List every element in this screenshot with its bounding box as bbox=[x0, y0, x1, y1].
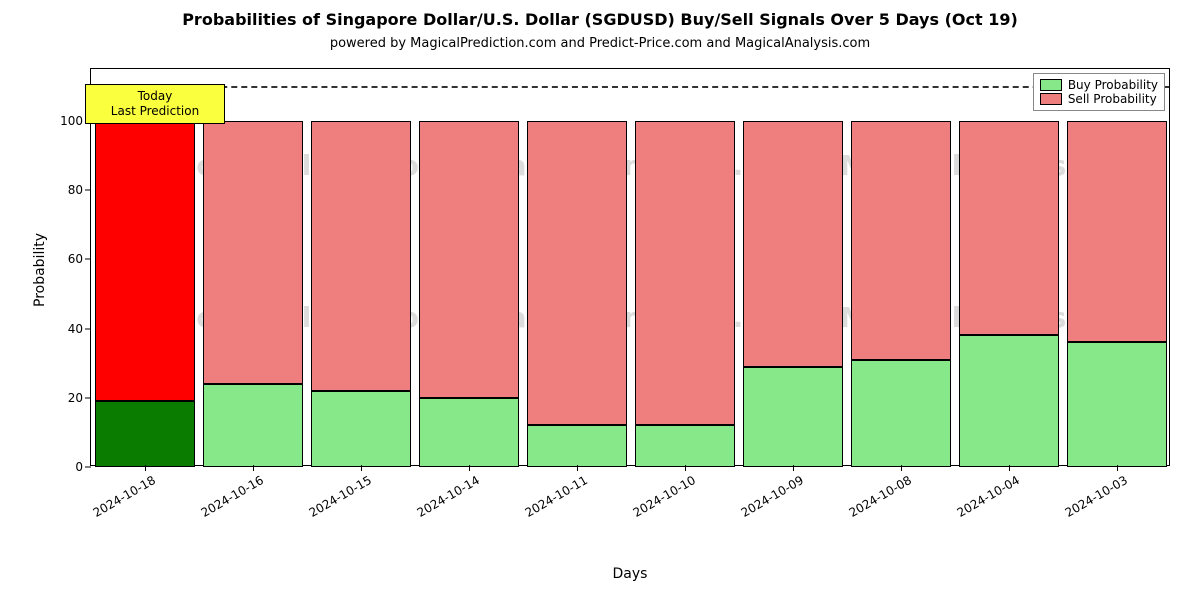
today-label-line2: Last Prediction bbox=[88, 104, 222, 119]
bar-sell bbox=[959, 121, 1058, 336]
figure: Probabilities of Singapore Dollar/U.S. D… bbox=[0, 0, 1200, 600]
y-tick-mark bbox=[85, 190, 91, 191]
bar-sell bbox=[95, 121, 194, 401]
x-tick-mark bbox=[901, 465, 902, 471]
bar-buy bbox=[95, 401, 194, 467]
y-tick-mark bbox=[85, 259, 91, 260]
plot-area: MagicalAnalysis.comMagicalAnalysis.comMa… bbox=[90, 68, 1170, 466]
y-tick-mark bbox=[85, 328, 91, 329]
x-tick-mark bbox=[253, 465, 254, 471]
bar-sell bbox=[419, 121, 518, 398]
y-axis-label: Probability bbox=[32, 233, 48, 307]
bar-sell bbox=[851, 121, 950, 360]
bar-buy bbox=[527, 425, 626, 467]
x-tick-mark bbox=[469, 465, 470, 471]
x-tick-label: 2024-10-04 bbox=[955, 473, 1022, 520]
y-tick-label: 40 bbox=[68, 322, 83, 336]
x-tick-mark bbox=[1117, 465, 1118, 471]
x-tick-label: 2024-10-16 bbox=[199, 473, 266, 520]
legend-sell-label: Sell Probability bbox=[1068, 92, 1157, 106]
bar-sell bbox=[635, 121, 734, 426]
legend-sell-swatch bbox=[1040, 93, 1062, 105]
bar-sell bbox=[527, 121, 626, 426]
y-tick-mark bbox=[85, 467, 91, 468]
today-label-line1: Today bbox=[88, 89, 222, 104]
bar-sell bbox=[311, 121, 410, 391]
x-tick-label: 2024-10-11 bbox=[523, 473, 590, 520]
bar-buy bbox=[203, 384, 302, 467]
bar-buy bbox=[851, 360, 950, 467]
x-tick-mark bbox=[361, 465, 362, 471]
legend-buy-label: Buy Probability bbox=[1068, 78, 1158, 92]
bar-buy bbox=[635, 425, 734, 467]
y-tick-label: 100 bbox=[60, 114, 83, 128]
x-tick-label: 2024-10-03 bbox=[1063, 473, 1130, 520]
x-axis-label: Days bbox=[90, 566, 1170, 582]
x-tick-label: 2024-10-08 bbox=[847, 473, 914, 520]
legend-sell: Sell Probability bbox=[1040, 92, 1158, 106]
x-tick-label: 2024-10-10 bbox=[631, 473, 698, 520]
x-tick-mark bbox=[577, 465, 578, 471]
today-label: TodayLast Prediction bbox=[85, 84, 225, 124]
bar-buy bbox=[311, 391, 410, 467]
x-tick-mark bbox=[1009, 465, 1010, 471]
legend: Buy ProbabilitySell Probability bbox=[1033, 73, 1165, 111]
bar-buy bbox=[419, 398, 518, 467]
x-tick-label: 2024-10-18 bbox=[91, 473, 158, 520]
bar-buy bbox=[959, 335, 1058, 467]
x-tick-mark bbox=[685, 465, 686, 471]
x-tick-mark bbox=[793, 465, 794, 471]
x-tick-label: 2024-10-15 bbox=[307, 473, 374, 520]
bar-sell bbox=[203, 121, 302, 384]
chart-subtitle: powered by MagicalPrediction.com and Pre… bbox=[0, 36, 1200, 51]
y-tick-label: 20 bbox=[68, 391, 83, 405]
y-tick-label: 0 bbox=[75, 460, 83, 474]
x-tick-mark bbox=[145, 465, 146, 471]
bar-sell bbox=[743, 121, 842, 367]
threshold-line bbox=[91, 86, 1169, 88]
chart-title: Probabilities of Singapore Dollar/U.S. D… bbox=[0, 10, 1200, 29]
x-tick-label: 2024-10-09 bbox=[739, 473, 806, 520]
bar-buy bbox=[1067, 342, 1166, 467]
bar-sell bbox=[1067, 121, 1166, 342]
x-tick-label: 2024-10-14 bbox=[415, 473, 482, 520]
y-tick-mark bbox=[85, 397, 91, 398]
y-tick-label: 60 bbox=[68, 252, 83, 266]
legend-buy: Buy Probability bbox=[1040, 78, 1158, 92]
y-tick-label: 80 bbox=[68, 183, 83, 197]
bar-buy bbox=[743, 367, 842, 467]
legend-buy-swatch bbox=[1040, 79, 1062, 91]
